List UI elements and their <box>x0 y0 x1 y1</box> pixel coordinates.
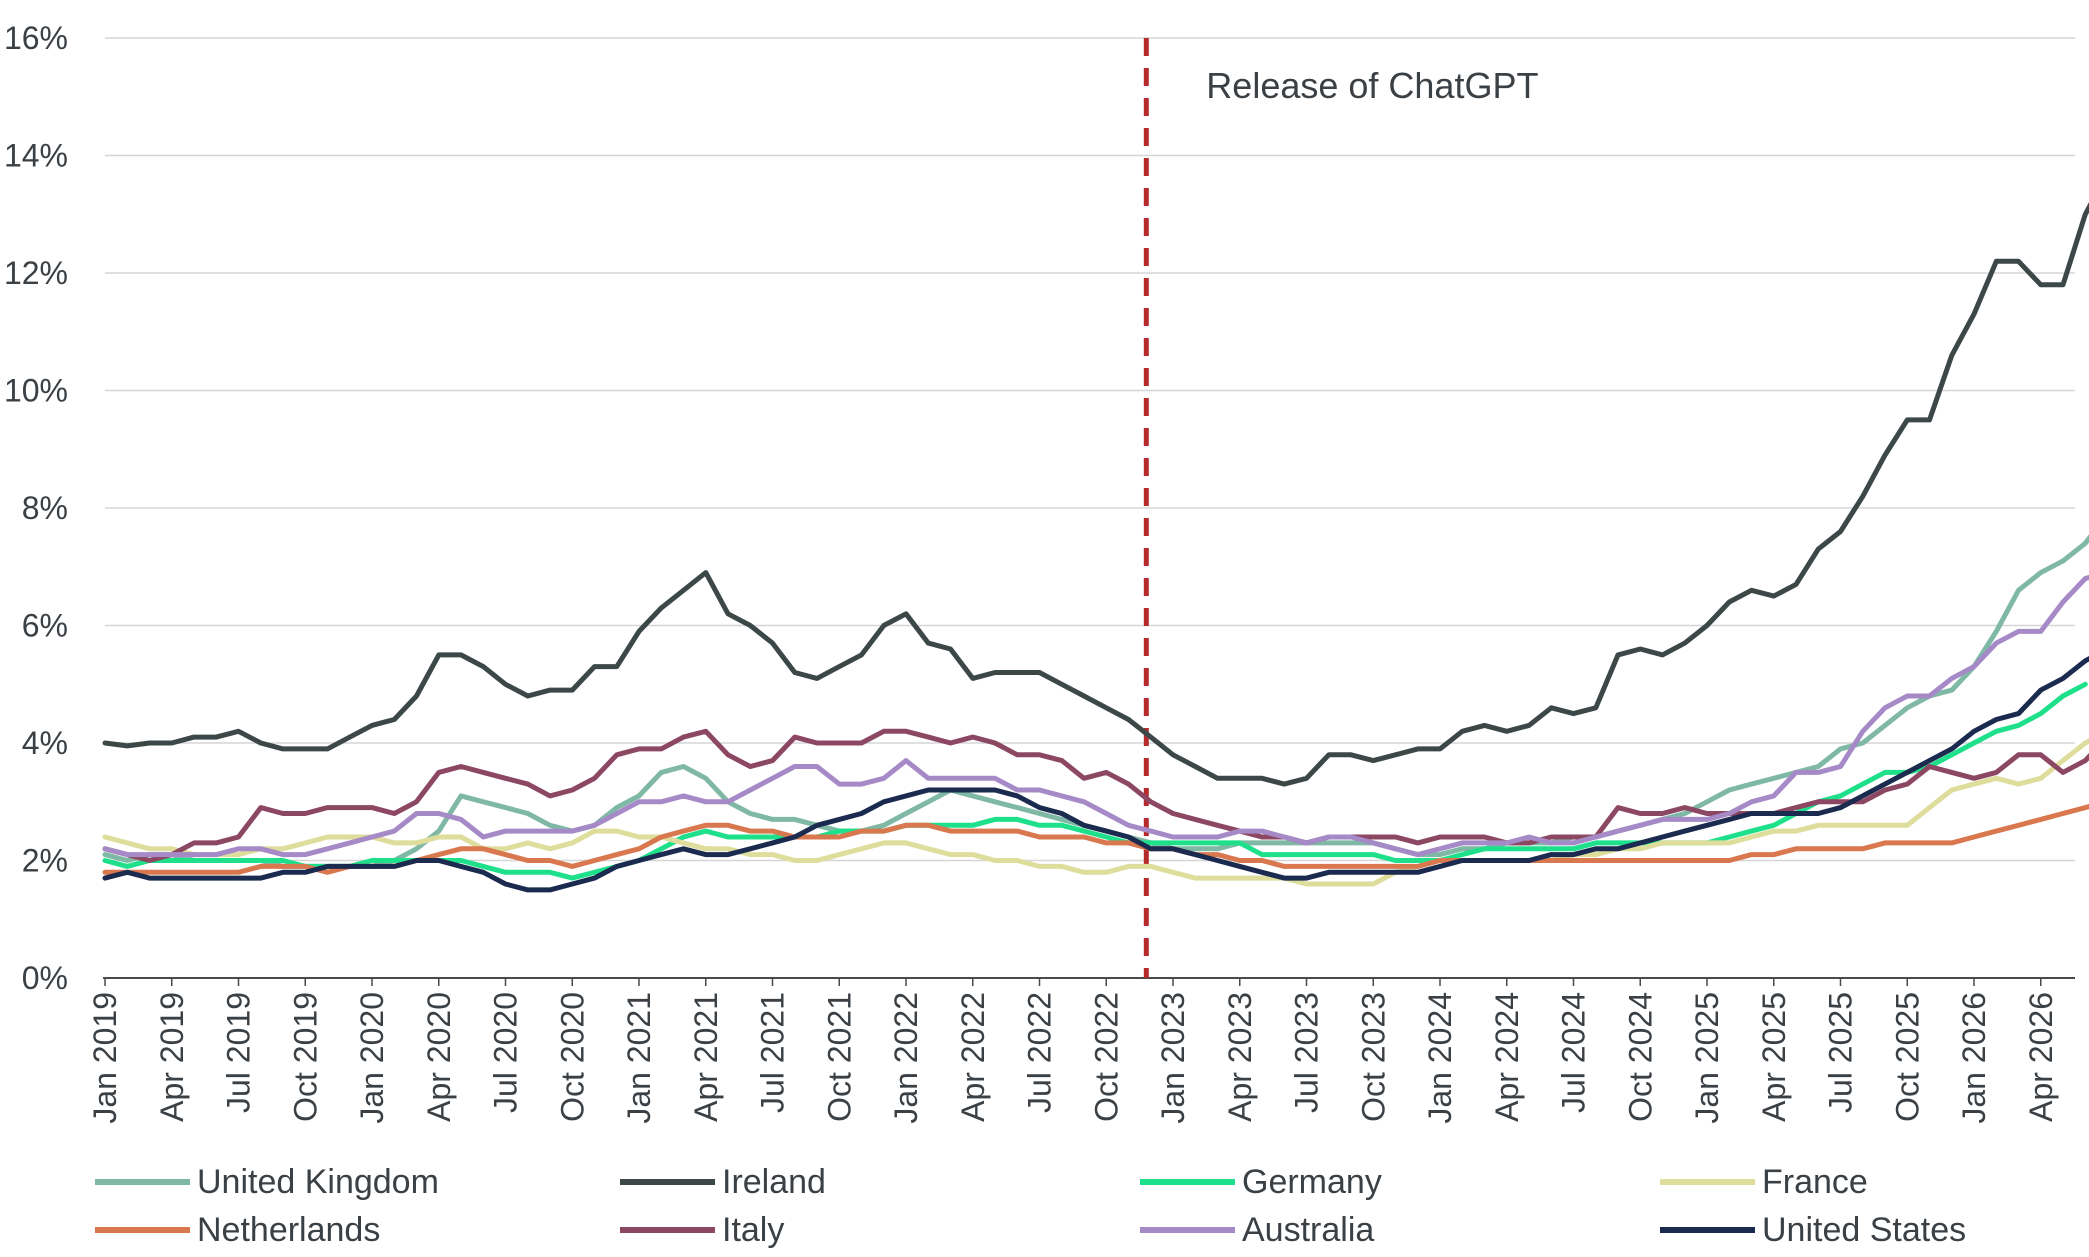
series-line-ireland <box>102 202 2089 787</box>
legend-label-united-kingdom: United Kingdom <box>197 1163 439 1201</box>
x-tick-label: Oct 2022 <box>1088 992 1124 1122</box>
series-line-italy <box>102 728 2089 863</box>
x-tick-label: Oct 2023 <box>1355 992 1391 1122</box>
annotation-label: Release of ChatGPT <box>1206 65 1538 106</box>
x-tick-label: Jul 2024 <box>1556 992 1592 1113</box>
x-tick-label: Jul 2023 <box>1289 992 1325 1113</box>
series-lines <box>102 202 2089 893</box>
y-axis: 0% 2% 4% 6% 8% 10% 12% 14% 16% <box>4 20 68 996</box>
x-tick-label: Oct 2021 <box>821 992 857 1122</box>
series-line-united-states <box>102 656 2089 893</box>
x-tick-label: Jan 2022 <box>888 992 924 1124</box>
legend-label-netherlands: Netherlands <box>197 1211 380 1249</box>
y-tick-label: 0% <box>22 960 68 996</box>
y-tick-label: 10% <box>4 373 68 409</box>
series-line-united-kingdom <box>102 534 2089 869</box>
series-line-netherlands <box>102 804 2089 875</box>
x-tick-label: Apr 2019 <box>154 992 190 1122</box>
x-tick-label: Apr 2025 <box>1756 992 1792 1122</box>
y-tick-label: 2% <box>22 843 68 879</box>
y-tick-label: 6% <box>22 608 68 644</box>
legend-label-italy: Italy <box>722 1211 784 1249</box>
x-tick-label: Apr 2021 <box>688 992 724 1122</box>
legend-label-united-states: United States <box>1762 1211 1966 1249</box>
legend-label-germany: Germany <box>1242 1163 1382 1201</box>
y-tick-label: 14% <box>4 138 68 174</box>
x-tick-label: Jan 2025 <box>1689 992 1725 1124</box>
y-tick-label: 4% <box>22 725 68 761</box>
x-tick-label: Apr 2020 <box>421 992 457 1122</box>
gridlines <box>105 37 2075 862</box>
x-tick-label: Jul 2020 <box>488 992 524 1113</box>
x-tick-label: Apr 2024 <box>1489 992 1525 1122</box>
x-tick-label: Oct 2025 <box>1889 992 1925 1122</box>
y-tick-label: 8% <box>22 490 68 526</box>
series-line-australia <box>102 574 2089 858</box>
x-tick-label: Apr 2023 <box>1222 992 1258 1122</box>
x-tick-label: Apr 2026 <box>2023 992 2059 1122</box>
x-tick-label: Jan 2021 <box>621 992 657 1124</box>
x-tick-label: Jul 2019 <box>221 992 257 1113</box>
legend-label-france: France <box>1762 1163 1868 1201</box>
x-tick-label: Oct 2024 <box>1622 992 1658 1122</box>
x-tick-label: Jan 2023 <box>1155 992 1191 1124</box>
x-tick-label: Oct 2020 <box>554 992 590 1122</box>
x-tick-label: Jan 2020 <box>354 992 390 1124</box>
chatgpt-release-annotation: Release of ChatGPT <box>1143 38 1538 978</box>
x-tick-label: Apr 2022 <box>955 992 991 1122</box>
x-tick-label: Jul 2021 <box>755 992 791 1113</box>
series-line-france <box>102 738 2089 887</box>
x-tick-label: Jan 2019 <box>87 992 123 1124</box>
x-tick-label: Oct 2019 <box>287 992 323 1122</box>
x-tick-label: Jan 2024 <box>1422 992 1458 1124</box>
x-tick-label: Jul 2022 <box>1022 992 1058 1113</box>
x-axis: Jan 2019 Apr 2019 Jul 2019 Oct 2019 Jan 2020… <box>87 977 2075 1124</box>
x-tick-label: Jan 2026 <box>1956 992 1992 1124</box>
y-tick-label: 12% <box>4 255 68 291</box>
legend-label-australia: Australia <box>1242 1211 1374 1249</box>
legend-label-ireland: Ireland <box>722 1163 826 1201</box>
y-tick-label: 16% <box>4 20 68 56</box>
legend: United Kingdom Ireland Germany France Nether… <box>95 1163 1966 1249</box>
x-tick-label: Jul 2025 <box>1823 992 1859 1113</box>
